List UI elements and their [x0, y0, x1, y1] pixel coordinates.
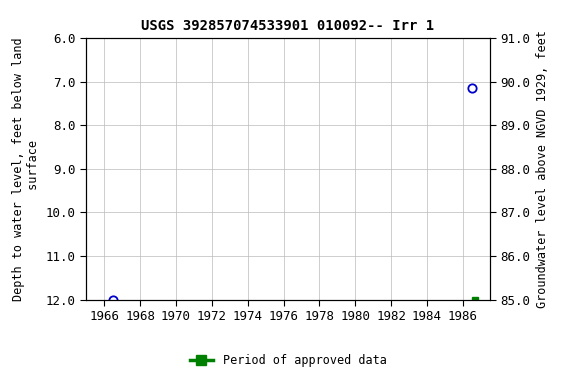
Legend: Period of approved data: Period of approved data: [185, 349, 391, 372]
Y-axis label: Depth to water level, feet below land
 surface: Depth to water level, feet below land su…: [13, 37, 40, 301]
Y-axis label: Groundwater level above NGVD 1929, feet: Groundwater level above NGVD 1929, feet: [536, 30, 548, 308]
Title: USGS 392857074533901 010092-- Irr 1: USGS 392857074533901 010092-- Irr 1: [142, 19, 434, 33]
